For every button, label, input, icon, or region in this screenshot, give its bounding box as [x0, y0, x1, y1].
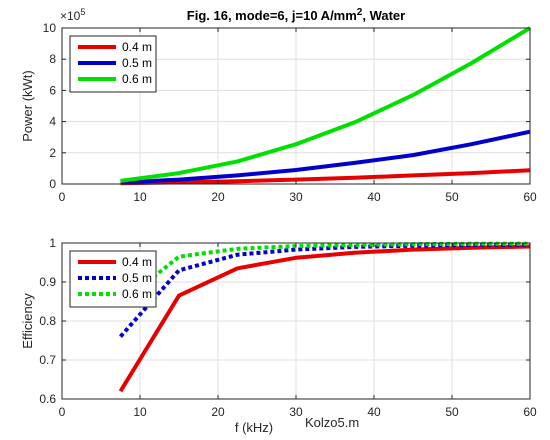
x-tick-label: 0: [59, 190, 66, 204]
y-tick-label: 0.9: [39, 275, 56, 289]
x-tick-label: 20: [211, 405, 225, 419]
x-tick-label: 30: [289, 405, 303, 419]
legend-label: 0.4 m: [122, 255, 152, 269]
y-tick-label: 2: [49, 146, 56, 160]
x-tick-label: 40: [367, 405, 381, 419]
y-tick-label: 4: [49, 115, 56, 129]
x-tick-label: 0: [59, 405, 66, 419]
x-tick-label: 30: [289, 190, 303, 204]
legend-label: 0.6 m: [122, 72, 152, 86]
x-tick-label: 50: [445, 190, 459, 204]
x-tick-label: 60: [523, 405, 537, 419]
x-axis-label: f (kHz): [235, 420, 273, 435]
y-tick-label: 0.6: [39, 392, 56, 406]
y-axis-label: Power (kWt): [20, 70, 35, 142]
y-tick-label: 0.8: [39, 314, 56, 328]
y-axis-label: Efficiency: [20, 293, 35, 349]
x-tick-label: 60: [523, 190, 537, 204]
x-tick-label: 20: [211, 190, 225, 204]
y-tick-label: 6: [49, 83, 56, 97]
legend-label: 0.6 m: [122, 287, 152, 301]
x-tick-label: 40: [367, 190, 381, 204]
y-tick-label: 10: [43, 21, 57, 35]
y-tick-label: 0.7: [39, 353, 56, 367]
x-tick-label: 50: [445, 405, 459, 419]
footer-text: Kolzo5.m: [305, 415, 359, 430]
chart-title: Fig. 16, mode=6, j=10 A/mm2, Water: [187, 7, 405, 23]
axis-exponent: ×105: [60, 7, 85, 23]
legend-label: 0.4 m: [122, 40, 152, 54]
legend-label: 0.5 m: [122, 56, 152, 70]
y-tick-label: 0: [49, 177, 56, 191]
power-plot: 01020304050600246810×105Fig. 16, mode=6,…: [20, 7, 537, 204]
legend-label: 0.5 m: [122, 271, 152, 285]
y-tick-label: 1: [49, 236, 56, 250]
efficiency-plot: 0 10 20 30 40 50 60 0.6 0.7 0.8 0.9 1 Efficiency f (k…: [20, 236, 537, 435]
y-tick-label: 8: [49, 52, 56, 66]
x-tick-label: 10: [133, 405, 147, 419]
x-tick-label: 10: [133, 190, 147, 204]
